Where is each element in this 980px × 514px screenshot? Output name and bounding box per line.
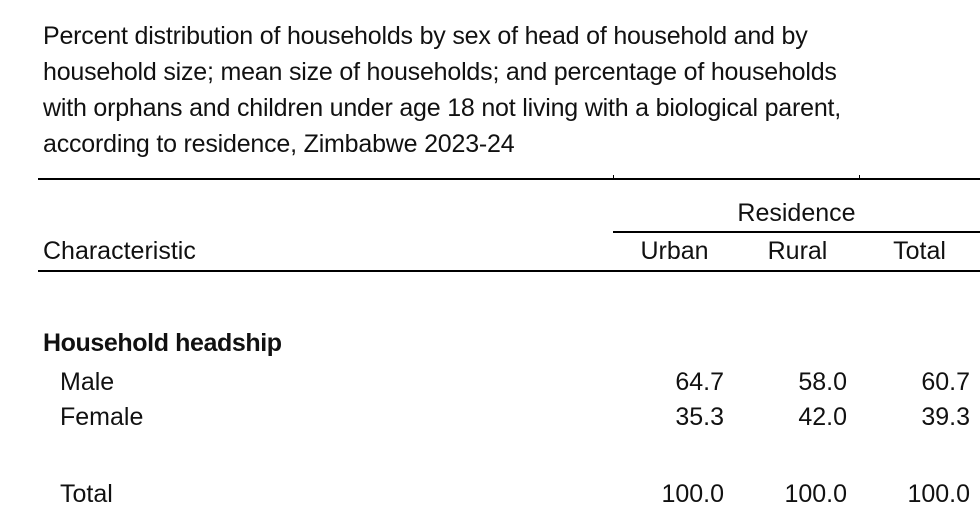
table-row: Male 64.7 58.0 60.7: [0, 367, 980, 397]
table-title-line: household size; mean size of households;…: [43, 58, 837, 86]
urban-value: 64.7: [675, 368, 724, 396]
table-title-line: with orphans and children under age 18 n…: [43, 94, 842, 122]
total-header: Total: [893, 237, 946, 265]
row-label: Female: [60, 403, 144, 431]
column-tick: [613, 175, 614, 179]
residence-underline: [613, 231, 980, 233]
table-title-line: Percent distribution of households by se…: [43, 22, 808, 50]
urban-value: 35.3: [675, 403, 724, 431]
table-title-line: according to residence, Zimbabwe 2023-24: [43, 130, 515, 158]
characteristic-header: Characteristic: [43, 237, 196, 265]
rural-value: 100.0: [784, 480, 847, 508]
residence-header: Residence: [737, 199, 856, 227]
table-title: Percent distribution of households by se…: [43, 18, 978, 162]
total-value: 100.0: [907, 480, 970, 508]
total-value: 60.7: [921, 368, 970, 396]
column-tick: [859, 175, 860, 179]
urban-value: 100.0: [661, 480, 724, 508]
total-value: 39.3: [921, 403, 970, 431]
row-label: Total: [60, 480, 113, 508]
row-label: Male: [60, 368, 115, 396]
table-row: Female 35.3 42.0 39.3: [0, 402, 980, 432]
table-row-total: Total 100.0 100.0 100.0: [0, 479, 980, 509]
section-title-household-headship: Household headship: [43, 329, 282, 357]
rural-value: 42.0: [798, 403, 847, 431]
table-top-rule: [38, 178, 980, 180]
rural-value: 58.0: [798, 368, 847, 396]
table-header-rule: [38, 270, 980, 272]
rural-header: Rural: [767, 237, 828, 265]
urban-header: Urban: [640, 237, 709, 265]
